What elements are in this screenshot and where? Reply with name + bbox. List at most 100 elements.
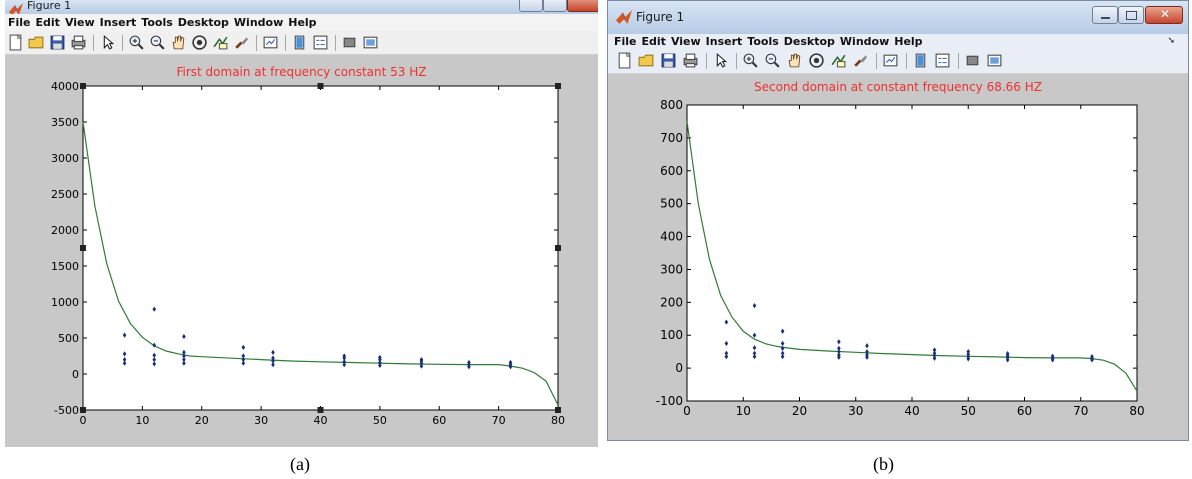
data-point [122,351,127,357]
selection-handle [555,407,561,413]
menu-bar: File Edit View Insert Tools Desktop Window Help… [608,34,1188,49]
y-tick-label: 1500 [51,260,79,273]
hide-plot-tools-icon[interactable] [964,52,981,69]
new-figure-icon[interactable] [7,34,24,51]
menu-desktop[interactable]: Desktop [783,35,835,48]
plot-area: 0 10 20 30 40 50 60 70 80-1000100200300400500600… [656,98,1145,418]
y-tick-label: 1000 [51,296,79,309]
toolbar-separator [285,35,286,51]
plot-title: Second domain at constant frequency 68.6… [754,80,1042,94]
x-tick-label: 60 [1017,404,1032,418]
y-tick-label: 2500 [51,188,79,201]
data-point [752,303,757,309]
data-point [378,362,382,368]
close-button[interactable]: ✕ [1145,6,1183,24]
save-icon[interactable] [660,52,677,69]
data-point [182,357,186,363]
menu-edit[interactable]: Edit [35,16,60,29]
menu-window[interactable]: Window [839,35,890,48]
maximize-button[interactable] [543,0,567,12]
menu-overflow-icon[interactable]: ➘ [1167,36,1175,46]
y-tick-label: 3500 [51,116,79,129]
menu-insert[interactable]: Insert [705,35,743,48]
y-tick-label: 0 [675,361,683,375]
menu-window[interactable]: Window [233,16,284,29]
toolbar-separator [706,53,707,69]
rotate-3d-icon[interactable] [191,34,208,51]
link-plot-icon[interactable] [882,52,899,69]
y-tick-label: 2000 [51,224,79,237]
menu-view[interactable]: View [670,35,701,48]
data-point [1050,353,1055,359]
menu-view[interactable]: View [64,16,95,29]
minimize-button[interactable] [1092,6,1118,24]
fit-curve [82,121,559,406]
brush-icon[interactable] [233,34,250,51]
data-cursor-icon[interactable] [830,52,847,69]
toolbar-separator [958,53,959,69]
menu-bar: File Edit View Insert Tools Desktop Window Help [5,14,598,31]
x-tick-label: 0 [80,414,87,427]
menu-desktop[interactable]: Desktop [177,16,229,29]
x-tick-label: 40 [314,414,328,427]
menu-tools[interactable]: Tools [141,16,173,29]
new-figure-icon[interactable] [616,52,633,69]
show-plot-tools-icon[interactable] [362,34,379,51]
print-icon[interactable] [682,52,699,69]
zoom-in-icon[interactable] [128,34,145,51]
x-tick-label: 30 [848,404,863,418]
y-tick-label: 500 [58,332,79,345]
menu-edit[interactable]: Edit [641,35,666,48]
colorbar-icon[interactable] [291,34,308,51]
legend-icon[interactable] [312,34,329,51]
zoom-out-icon[interactable] [149,34,166,51]
colorbar-icon[interactable] [912,52,929,69]
data-point [419,363,424,369]
selection-handle [80,407,86,413]
data-point [271,362,275,368]
y-tick-label: 4000 [51,80,79,93]
pan-hand-icon[interactable] [170,34,187,51]
toolbar-separator [906,53,907,69]
open-file-icon[interactable] [638,52,655,69]
toolbar-separator [335,35,336,51]
hide-plot-tools-icon[interactable] [341,34,358,51]
figure-toolbar [608,49,1188,74]
selection-handle [317,407,324,413]
menu-help[interactable]: Help [894,35,923,48]
y-tick-label: 300 [660,262,683,276]
close-button[interactable] [567,0,598,12]
figure-window-a: Figure 1 File Edit View Insert Tools Desktop W… [5,0,598,447]
link-plot-icon[interactable] [262,34,279,51]
rotate-3d-icon[interactable] [808,52,825,69]
menu-help[interactable]: Help [288,16,317,29]
data-cursor-icon[interactable] [212,34,229,51]
open-file-icon[interactable] [28,34,45,51]
maximize-button[interactable] [1118,6,1144,24]
minimize-button[interactable] [519,0,543,12]
zoom-out-icon[interactable] [764,52,781,69]
figure-toolbar [5,31,598,55]
menu-file[interactable]: File [614,35,637,48]
zoom-in-icon[interactable] [742,52,759,69]
legend-icon[interactable] [934,52,951,69]
x-tick-label: 70 [1073,404,1088,418]
data-point [342,359,347,365]
y-tick-label: 200 [660,295,683,309]
save-icon[interactable] [49,34,66,51]
plot-area: 0 10 20 30 40 50 60 70 80-5000500100015002000250… [51,80,565,427]
menu-tools[interactable]: Tools [747,35,779,48]
edit-plot-arrow-icon[interactable] [712,52,729,69]
brush-icon[interactable] [852,52,869,69]
edit-plot-arrow-icon[interactable] [99,34,116,51]
data-point [182,353,186,359]
x-tick-label: 20 [792,404,807,418]
menu-file[interactable]: File [8,16,31,29]
print-icon[interactable] [70,34,87,51]
show-plot-tools-icon[interactable] [986,52,1003,69]
pan-hand-icon[interactable] [786,52,803,69]
menu-insert[interactable]: Insert [99,16,137,29]
caption-a: (a) [290,454,310,474]
data-point [1090,354,1094,360]
x-tick-label: 80 [1129,404,1144,418]
